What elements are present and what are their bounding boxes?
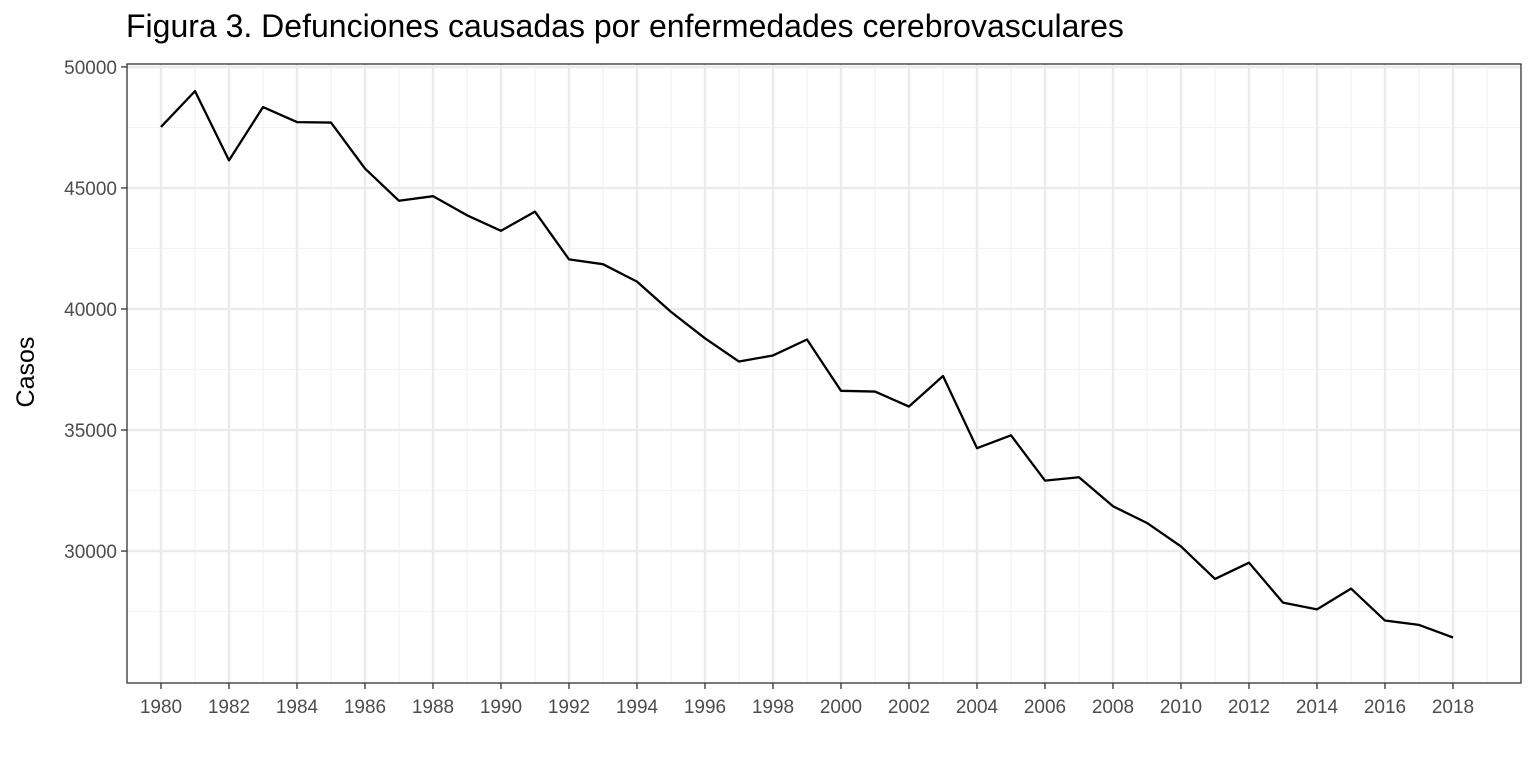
x-tick-label: 1982 [208, 697, 250, 718]
series-layer [160, 89, 1454, 639]
y-tick-label: 35000 [64, 421, 117, 442]
x-tick-label: 2006 [1024, 697, 1066, 718]
chart-title: Figura 3. Defunciones causadas por enfer… [126, 8, 1124, 44]
y-axis-title: Casos [12, 337, 40, 408]
y-tick-label: 50000 [64, 58, 117, 79]
x-tick-label: 2004 [956, 697, 999, 718]
major-gridlines [127, 64, 1521, 683]
y-tick-label: 45000 [64, 179, 117, 200]
minor-gridlines [126, 64, 1521, 683]
x-tick-label: 2014 [1296, 697, 1339, 718]
y-axis: 30000 35000 40000 45000 50000 [64, 58, 127, 563]
x-tick-label: 1996 [684, 697, 726, 718]
y-tick-label: 30000 [64, 542, 117, 563]
x-tick-label: 1984 [276, 697, 319, 718]
x-tick-label: 2012 [1228, 697, 1270, 718]
x-tick-label: 1988 [412, 697, 454, 718]
x-tick-label: 1990 [480, 697, 522, 718]
panel-border [126, 63, 1522, 684]
x-tick-label: 2002 [888, 697, 930, 718]
x-tick-label: 2010 [1160, 697, 1202, 718]
x-tick-label: 2000 [820, 697, 862, 718]
x-tick-label: 2008 [1092, 697, 1134, 718]
x-tick-label: 1980 [140, 697, 182, 718]
x-tick-label: 1992 [548, 697, 590, 718]
x-tick-label: 1994 [616, 697, 659, 718]
x-tick-label: 1986 [344, 697, 386, 718]
x-tick-label: 2018 [1432, 697, 1474, 718]
x-tick-label: 1998 [752, 697, 794, 718]
x-tick-label: 2016 [1364, 697, 1406, 718]
y-tick-label: 40000 [64, 300, 117, 321]
x-axis: 1980 1982 1984 1986 1988 1990 1992 1994 1996 1998… [140, 683, 1474, 718]
